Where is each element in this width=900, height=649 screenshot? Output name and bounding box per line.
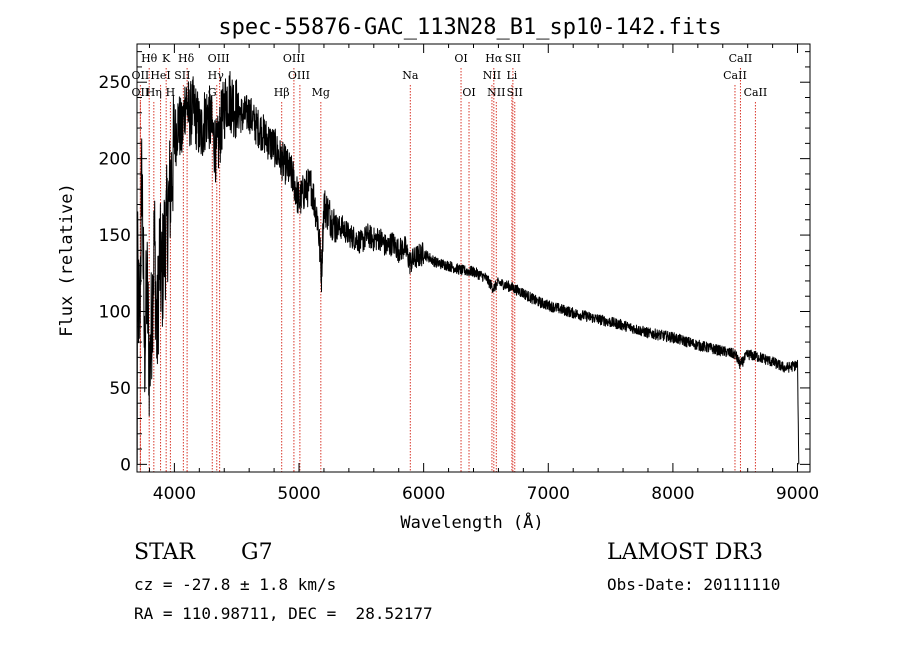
survey-name: LAMOST DR3 <box>607 540 763 565</box>
marker-label-4: OIII <box>283 52 305 65</box>
marker-label-18: OII <box>132 86 150 99</box>
marker-label-13: OIII <box>288 69 310 82</box>
x-axis-label: Wavelength (Å) <box>400 511 543 533</box>
marker-label-0: Hθ <box>141 52 158 65</box>
x-tick-label-3: 7000 <box>527 484 570 504</box>
coordinates: RA = 110.98711, DEC = 28.52177 <box>134 604 433 623</box>
y-axis-label: Flux (relative) <box>57 183 77 337</box>
object-class: STAR <box>134 540 195 565</box>
marker-label-6: Hα <box>485 52 503 65</box>
marker-label-7: SII <box>505 52 521 65</box>
marker-label-17: CaII <box>723 69 747 82</box>
marker-label-3: OIII <box>208 52 230 65</box>
marker-label-21: G <box>208 86 217 99</box>
marker-label-1: K <box>162 52 171 65</box>
marker-label-5: OI <box>454 52 467 65</box>
spectrum-series <box>136 71 800 465</box>
marker-label-20: H <box>166 86 176 99</box>
marker-label-27: CaII <box>744 86 768 99</box>
marker-label-9: OII <box>132 69 150 82</box>
obs-date: Obs-Date: 20111110 <box>607 575 781 594</box>
marker-label-25: NII <box>487 86 505 99</box>
y-tick-label-3: 150 <box>99 226 131 246</box>
marker-label-11: SII <box>174 69 190 82</box>
y-tick-label-4: 200 <box>99 150 131 170</box>
marker-label-22: Hβ <box>274 86 290 99</box>
y-tick-label-1: 50 <box>109 379 131 399</box>
marker-label-23: Mg <box>312 86 330 99</box>
x-tick-label-1: 5000 <box>277 484 320 504</box>
y-tick-label-5: 250 <box>99 73 131 93</box>
marker-label-8: CaII <box>729 52 753 65</box>
x-tick-label-4: 8000 <box>651 484 694 504</box>
marker-label-19: Hη <box>146 86 162 99</box>
marker-label-12: Hγ <box>208 69 225 82</box>
marker-label-14: Na <box>402 69 419 82</box>
marker-label-24: OI <box>462 86 475 99</box>
x-tick-label-0: 4000 <box>153 484 196 504</box>
spectrum-line <box>136 71 800 465</box>
y-tick-label-0: 0 <box>120 455 131 475</box>
marker-label-15: NII <box>483 69 501 82</box>
chart-title: spec-55876-GAC_113N28_B1_sp10-142.fits <box>218 15 721 40</box>
marker-label-10: HeI <box>150 69 170 82</box>
marker-label-26: SII <box>507 86 523 99</box>
x-tick-label-2: 6000 <box>402 484 445 504</box>
y-tick-label-2: 100 <box>99 303 131 323</box>
object-subclass: G7 <box>241 540 273 565</box>
marker-label-16: Li <box>506 69 517 82</box>
x-tick-label-5: 9000 <box>776 484 819 504</box>
marker-label-2: Hδ <box>178 52 195 65</box>
axes: 4000 5000 6000 7000 8000 9000 0 50 100 150 200 250 <box>99 44 819 504</box>
redshift-value: cz = -27.8 ± 1.8 km/s <box>134 575 337 594</box>
